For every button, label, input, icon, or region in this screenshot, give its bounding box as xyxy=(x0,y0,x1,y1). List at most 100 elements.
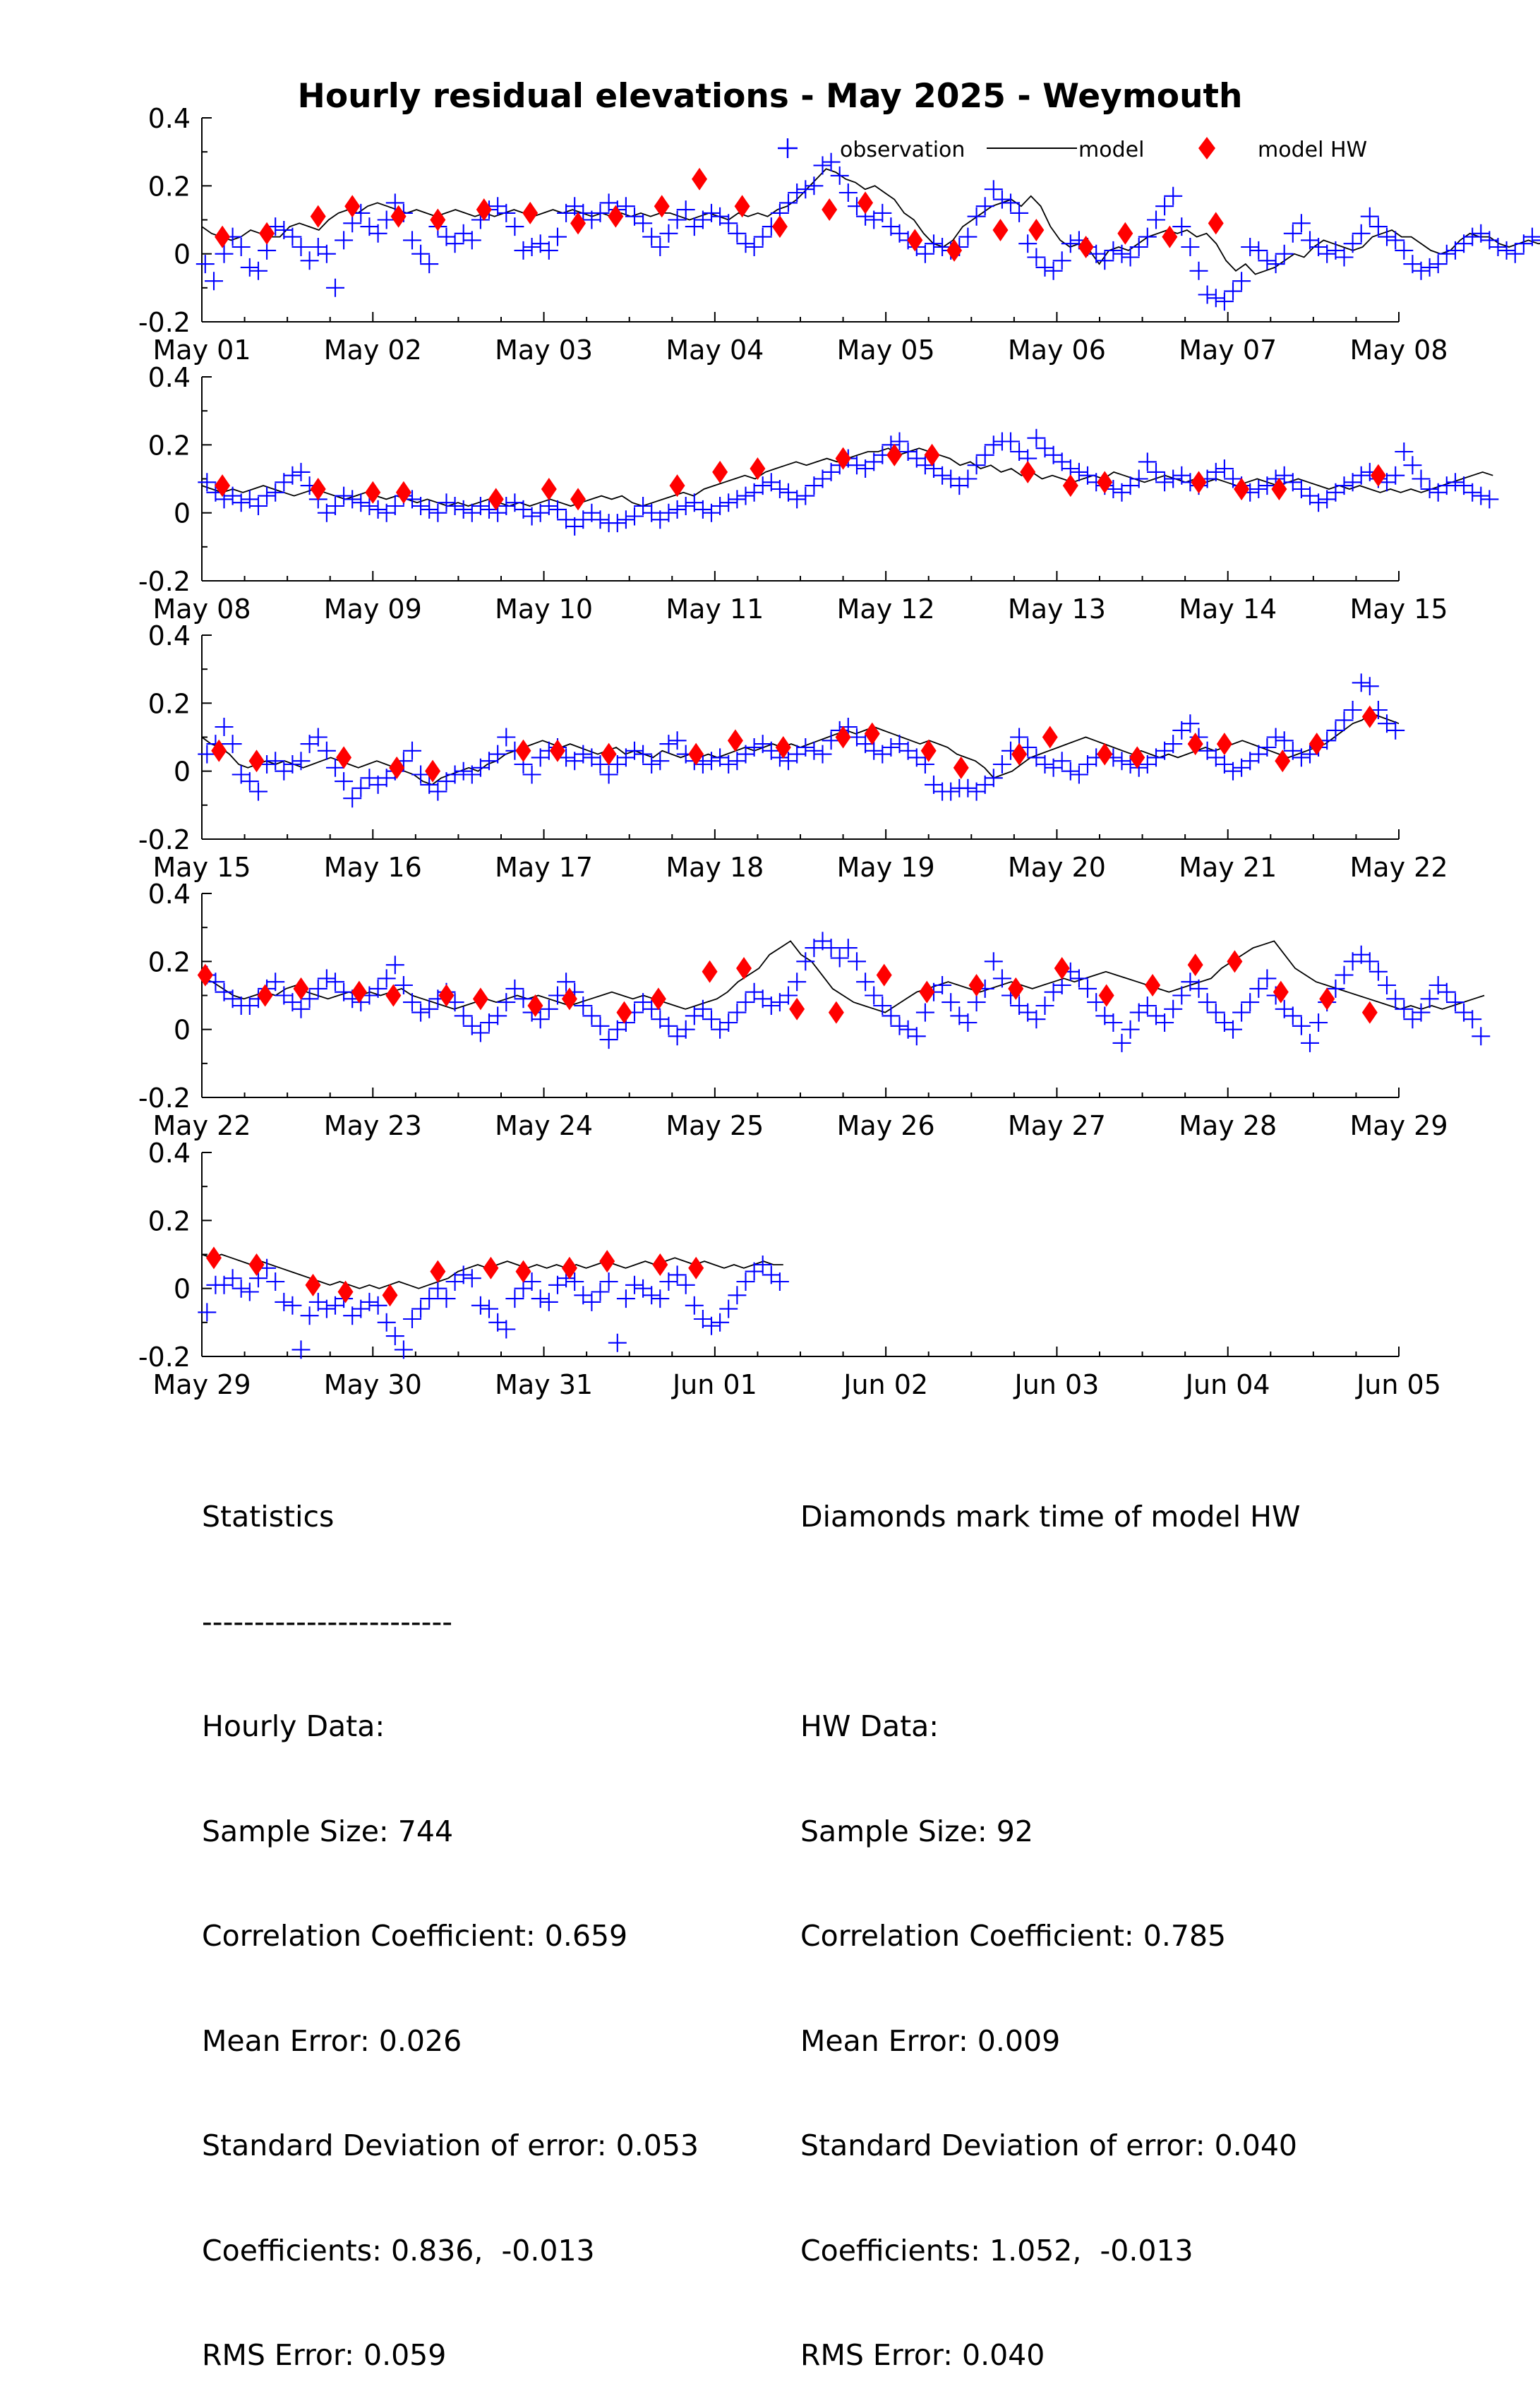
observation-point xyxy=(522,507,541,526)
observation-point xyxy=(1010,203,1029,222)
observation-point xyxy=(1147,210,1165,229)
model-hw-diamond xyxy=(1227,950,1243,973)
observation-point xyxy=(1061,234,1080,253)
statistics-rule: ------------------------ xyxy=(202,1604,453,1639)
model-hw-diamond xyxy=(549,739,565,762)
observation-point xyxy=(497,1320,516,1339)
model-hw-diamond xyxy=(337,1280,354,1304)
observation-point xyxy=(266,483,285,502)
x-tick-label: May 18 xyxy=(666,852,764,883)
observation-point xyxy=(1258,251,1277,270)
observation-point xyxy=(1326,721,1345,740)
model-hw-diamond xyxy=(425,759,441,783)
observation-point xyxy=(385,956,404,975)
observation-point xyxy=(531,1289,550,1308)
observation-point xyxy=(1437,476,1456,495)
y-tick-label: -0.2 xyxy=(138,1342,191,1373)
observation-point xyxy=(1292,1016,1311,1035)
observation-point xyxy=(1164,735,1183,754)
observation-point xyxy=(1172,217,1191,236)
observation-point xyxy=(514,989,533,1009)
observation-point xyxy=(745,238,764,256)
model-hw-diamond xyxy=(1361,1001,1378,1024)
observation-point xyxy=(539,241,558,260)
observation-point xyxy=(719,755,738,773)
model-hw-diamond xyxy=(688,742,704,766)
observation-point xyxy=(1368,217,1388,236)
model-hw-diamond xyxy=(344,195,361,218)
residual-elevation-figure: Hourly residual elevations - May 2025 - … xyxy=(138,77,1540,1400)
observation-point xyxy=(591,1016,610,1035)
observation-point xyxy=(385,497,404,515)
observation-point xyxy=(796,180,815,199)
observation-point xyxy=(343,490,362,509)
observation-point xyxy=(651,238,670,256)
hourly-statistics: Statistics ------------------------ Hour… xyxy=(202,1430,699,2408)
y-tick-label: 0 xyxy=(174,1274,191,1305)
model-hw-diamond xyxy=(858,191,874,215)
observation-point xyxy=(317,244,336,263)
observation-point xyxy=(283,227,302,246)
observation-point xyxy=(1292,748,1311,767)
observation-point xyxy=(317,741,336,760)
observation-point xyxy=(1172,986,1191,1005)
observation-point xyxy=(984,952,1003,971)
model-hw-diamond xyxy=(750,457,766,481)
observation-point xyxy=(753,476,772,495)
model-hw-diamond xyxy=(736,956,752,980)
observation-point xyxy=(1249,480,1268,498)
x-tick-label: May 02 xyxy=(324,335,422,366)
observation-point xyxy=(462,231,481,250)
observation-point xyxy=(266,752,285,771)
observation-point xyxy=(1266,255,1285,274)
model-hw-diamond xyxy=(702,960,718,983)
observation-point xyxy=(608,514,627,533)
observation-point xyxy=(249,497,267,515)
observation-point xyxy=(770,480,789,498)
observation-point xyxy=(283,1296,302,1315)
observation-point xyxy=(838,718,858,736)
observation-point xyxy=(574,997,593,1015)
observation-point xyxy=(1164,186,1183,205)
observation-point xyxy=(1378,976,1396,994)
observation-point xyxy=(890,1016,909,1035)
y-tick-label: 0 xyxy=(174,239,191,270)
observation-point xyxy=(616,1289,635,1308)
model-hw-diamond xyxy=(248,1253,265,1276)
observation-point xyxy=(522,765,541,784)
observation-point xyxy=(1224,282,1242,301)
observation-point xyxy=(1112,244,1131,263)
x-tick-label: May 08 xyxy=(153,594,251,625)
observation-point xyxy=(215,244,234,263)
observation-point xyxy=(317,969,336,988)
observation-point xyxy=(711,497,730,515)
observation-point xyxy=(702,752,721,771)
observation-point xyxy=(445,234,464,253)
observation-point xyxy=(1480,490,1499,509)
model-hw-diamond xyxy=(515,1260,531,1283)
observation-point xyxy=(668,731,687,750)
x-tick-label: May 21 xyxy=(1179,852,1277,883)
x-tick-label: May 22 xyxy=(1350,852,1448,883)
y-tick-label: 0.4 xyxy=(148,103,191,134)
observation-point xyxy=(1275,244,1294,263)
hw-sample-size: Sample Size: 92 xyxy=(800,1814,1033,1848)
observation-point xyxy=(368,1296,387,1315)
x-tick-label: May 10 xyxy=(495,594,593,625)
model-hw-diamond xyxy=(310,477,326,500)
observation-point xyxy=(1189,261,1208,280)
observation-point xyxy=(488,1006,507,1025)
observation-point xyxy=(822,152,841,171)
observation-point xyxy=(659,224,678,243)
legend-model-hw-label: model HW xyxy=(1258,138,1367,162)
model-hw-diamond xyxy=(1208,212,1224,235)
observation-point xyxy=(1095,251,1114,270)
model-hw-diamond xyxy=(822,198,838,222)
observation-point xyxy=(1283,224,1302,243)
x-tick-label: May 04 xyxy=(666,335,764,366)
observation-point xyxy=(719,1013,738,1032)
observation-point xyxy=(514,241,533,260)
observation-point xyxy=(625,741,644,760)
y-tick-label: 0.2 xyxy=(148,430,191,461)
